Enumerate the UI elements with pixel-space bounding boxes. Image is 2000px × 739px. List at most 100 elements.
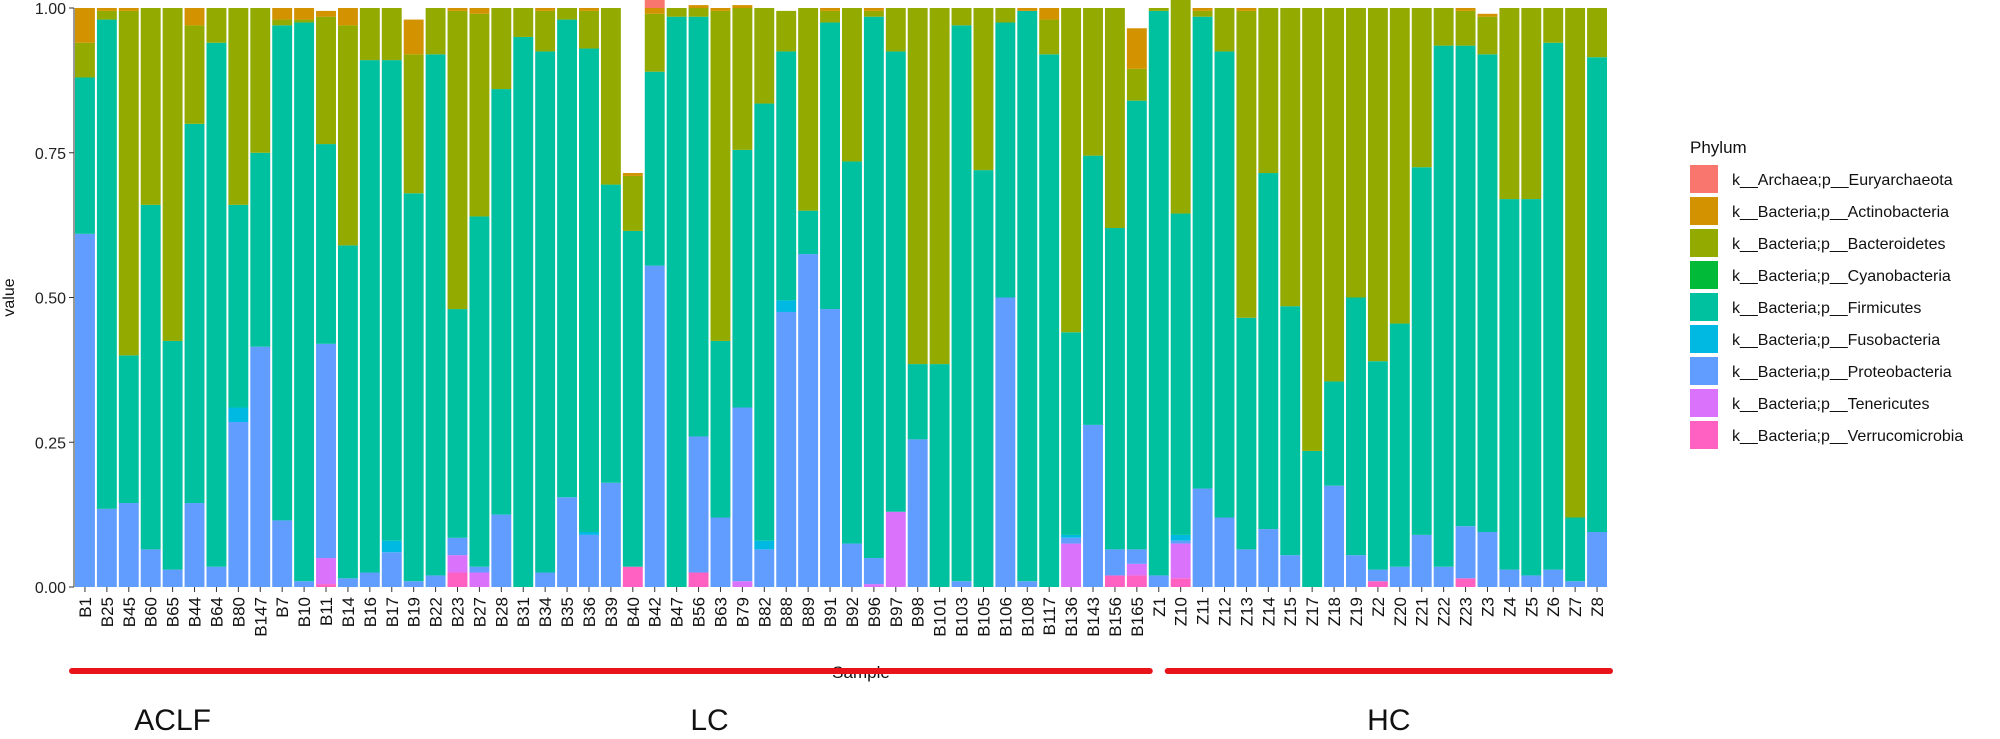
bar-segment-B92-6 [842,543,862,587]
bar-segment-B45-2 [118,10,139,356]
bar-segment-Z4-6 [1499,569,1520,587]
bar-segment-Z20-6 [1389,566,1410,587]
bar-segment-B39-2 [600,8,621,185]
bar-segment-B35-6 [557,497,578,587]
x-tick-label-Z5: Z5 [1522,597,1541,617]
bar-segment-B17-5 [381,540,402,553]
bar-segment-B16-4 [359,60,380,573]
group-label-HC: HC [1367,704,1410,734]
x-tick-label-B89: B89 [799,597,818,627]
x-tick-label-B14: B14 [339,597,358,627]
bar-segment-B106-4 [995,22,1016,298]
bar-segment-B96-4 [863,16,884,559]
bar-segment-Z21-4 [1411,167,1432,535]
x-tick-label-B96: B96 [865,597,884,627]
bar-segment-B42-4 [644,71,665,266]
bar-segment-B19-2 [403,54,424,194]
bar-segment-B19-1 [403,19,424,55]
bar-segment-B17-4 [381,60,402,541]
bar-segment-B35-4 [557,19,578,498]
bar-segment-Z23-4 [1455,45,1476,527]
x-tick-label-B79: B79 [733,597,752,627]
bar-segment-Z21-6 [1411,534,1432,587]
x-tick-label-Z21: Z21 [1413,597,1432,626]
bar-segment-B60-6 [140,549,161,587]
x-tick-label-B60: B60 [142,597,161,627]
bar-segment-B23-2 [447,10,468,310]
bar-segment-B34-6 [535,572,556,587]
bar-segment-B17-2 [381,8,402,61]
bar-segment-B156-6 [1104,549,1125,576]
x-tick-label-Z19: Z19 [1347,597,1366,626]
legend-label-4: k__Bacteria;p__Firmicutes [1732,300,1921,317]
x-tick-label-Z13: Z13 [1237,597,1256,626]
bar-segment-B16-6 [359,572,380,587]
x-tick-label-Z20: Z20 [1391,597,1410,626]
bar-segment-B98-6 [907,439,928,587]
bar-segment-B80-5 [228,407,249,422]
bar-segment-B63-1 [710,8,731,11]
bar-segment-B92-2 [842,8,862,162]
bar-segment-B31-4 [513,36,534,587]
bar-segment-B117-2 [1039,19,1060,55]
bar-segment-B42-1 [644,8,665,14]
bar-segment-B88-6 [776,311,797,587]
bar-segment-Z23-1 [1455,8,1476,11]
bar-segment-Z21-2 [1411,8,1432,168]
bar-segment-Z23-6 [1455,526,1476,579]
bar-segment-B136-4 [1061,332,1082,535]
bar-segment-Z15-2 [1280,8,1301,307]
x-tick-label-B165: B165 [1128,597,1147,637]
x-tick-label-Z23: Z23 [1457,597,1476,626]
bar-segment-Z19-4 [1346,297,1366,556]
bar-segment-B63-6 [710,517,731,587]
x-tick-label-Z10: Z10 [1172,597,1191,626]
bar-segment-B165-2 [1126,68,1147,101]
bar-segment-B96-2 [863,10,884,17]
bar-segment-B10-4 [294,22,315,582]
bar-segment-B98-2 [907,8,928,365]
bar-segment-B143-2 [1083,8,1103,156]
bar-segment-Z5-4 [1521,199,1542,576]
bar-segment-B63-4 [710,340,731,518]
bar-segment-B136-6 [1061,537,1082,544]
bar-segment-B47-4 [666,16,687,587]
x-tick-label-B40: B40 [624,597,643,627]
bar-segment-B65-4 [162,340,183,570]
bar-segment-B14-6 [337,578,358,587]
bar-segment-B79-6 [732,407,753,582]
bar-segment-Z6-4 [1543,42,1564,570]
bar-segment-B7-4 [272,25,293,521]
bar-segment-B27-1 [469,8,490,14]
y-tick-label: 0.00 [35,580,66,597]
bar-segment-B89-2 [798,8,819,211]
x-tick-label-Z8: Z8 [1588,597,1607,617]
bar-segment-B10-1 [294,8,315,20]
bar-segment-Z23-8 [1455,578,1476,587]
bar-segment-B42-6 [644,265,665,587]
bar-segment-B89-6 [798,254,819,587]
bar-segment-Z10-6 [1170,540,1191,544]
x-tick-label-B17: B17 [383,597,402,627]
bar-segment-B56-8 [688,572,709,587]
legend-title: Phylum [1690,138,1747,157]
bar-segment-Z13-2 [1236,10,1257,318]
x-tick-label-B156: B156 [1106,597,1125,637]
bar-segment-B147-2 [250,8,271,153]
bar-segment-B65-2 [162,8,183,341]
bar-segment-B27-6 [469,566,490,573]
x-tick-label-B7: B7 [273,597,292,618]
legend: Phylum k__Archaea;p__Euryarchaeota k__Bact… [1690,138,1963,449]
bar-segment-B56-1 [688,5,709,8]
bar-segment-B7-6 [272,520,293,587]
bar-segment-B34-4 [535,51,556,573]
x-tick-label-B35: B35 [558,597,577,627]
x-tick-label-B31: B31 [514,597,533,627]
bar-segment-Z18-6 [1324,485,1345,587]
bar-segment-B96-6 [863,558,884,585]
bar-segment-B96-7 [863,584,884,587]
bar-segment-B64-4 [206,42,227,567]
x-tick-label-B28: B28 [492,597,511,627]
bar-segment-B106-6 [995,297,1016,587]
bar-segment-Z1-2 [1148,8,1169,11]
